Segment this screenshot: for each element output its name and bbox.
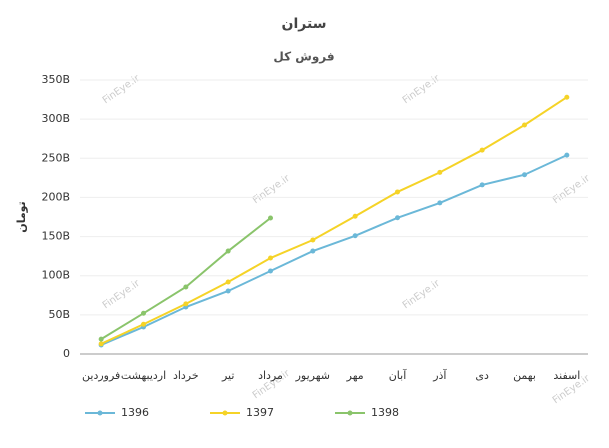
point <box>98 341 104 347</box>
point <box>395 189 400 195</box>
x-tick-label: مرداد <box>258 369 283 382</box>
y-axis-label: تومان <box>15 201 28 232</box>
point <box>268 215 273 221</box>
legend-swatch-dot <box>97 410 103 416</box>
x-tick-label: بهمن <box>513 369 536 382</box>
watermark: FinEye.ir <box>101 277 143 311</box>
x-tick-label: اسفند <box>553 369 580 382</box>
x-tick-label: مهر <box>346 369 364 382</box>
point <box>310 248 316 254</box>
x-tick-label: شهریور <box>295 369 330 382</box>
point <box>437 200 443 206</box>
y-tick-label: 150B <box>41 230 70 243</box>
point <box>479 182 485 188</box>
point <box>183 284 189 290</box>
point <box>479 147 485 153</box>
point <box>225 288 231 294</box>
point <box>225 279 231 285</box>
x-tick-label: اردیبهشت <box>121 369 166 382</box>
point <box>268 268 273 274</box>
x-tick-label: آذر <box>432 368 447 382</box>
point <box>437 169 443 175</box>
y-tick-label: 250B <box>41 151 70 164</box>
chart-title: ستران <box>282 16 327 32</box>
x-tick-label: تیر <box>221 369 234 382</box>
y-tick-label: 50B <box>48 308 70 321</box>
point <box>183 301 189 307</box>
y-tick-label: 300B <box>41 112 70 125</box>
watermark: FinEye.ir <box>401 72 443 106</box>
watermark: FinEye.ir <box>251 172 293 206</box>
watermark: FinEye.ir <box>101 72 143 106</box>
point <box>564 94 570 100</box>
legend-label: 1396 <box>121 406 149 419</box>
y-tick-label: 100B <box>41 269 70 282</box>
x-tick-label: خرداد <box>173 369 199 382</box>
legend-label: 1398 <box>371 406 399 419</box>
legend-swatch-dot <box>222 410 228 416</box>
point <box>141 321 146 327</box>
chart-subtitle: فروش کل <box>273 50 334 65</box>
watermark: FinEye.ir <box>551 172 593 206</box>
y-tick-label: 200B <box>41 190 70 203</box>
series-line <box>100 154 568 346</box>
point <box>268 255 273 261</box>
x-tick-label: آبان <box>389 368 407 382</box>
point <box>141 310 146 316</box>
point <box>98 336 104 342</box>
point <box>352 233 358 239</box>
legend-swatch-dot <box>347 410 353 416</box>
x-tick-label: دی <box>475 369 489 382</box>
series-line <box>100 96 568 345</box>
point <box>352 213 358 219</box>
point <box>225 248 231 254</box>
y-tick-label: 350B <box>41 73 70 86</box>
legend-label: 1397 <box>246 406 274 419</box>
point <box>395 215 400 221</box>
watermark: FinEye.ir <box>401 277 443 311</box>
y-tick-label: 0 <box>63 347 70 360</box>
point <box>310 237 316 243</box>
point <box>522 172 527 178</box>
point <box>564 152 570 158</box>
x-tick-label: فروردین <box>82 369 120 382</box>
point <box>522 122 527 128</box>
